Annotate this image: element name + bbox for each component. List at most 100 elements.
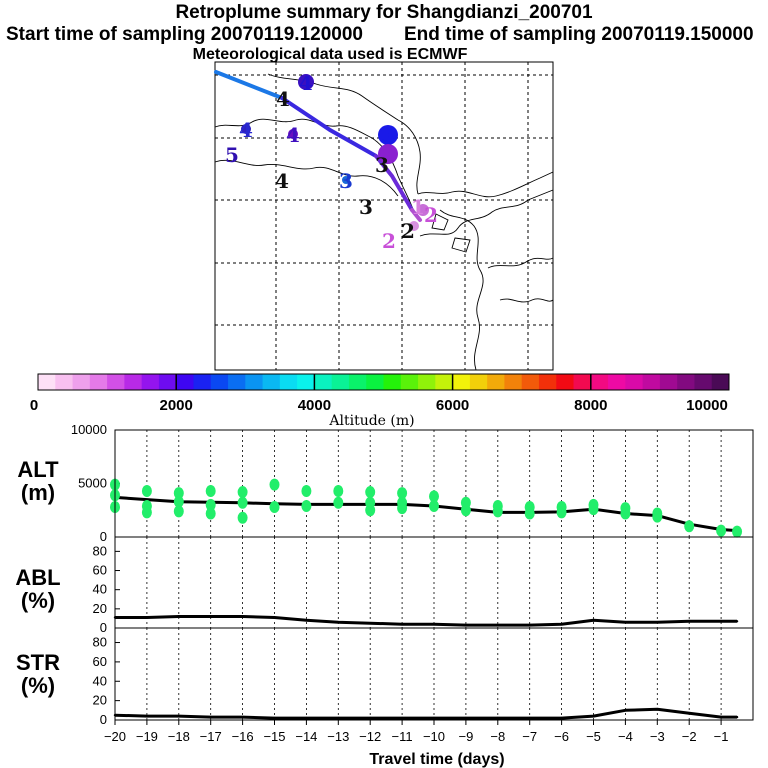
abl-series-point-3 <box>177 615 180 618</box>
x-tick-label: −13 <box>327 729 349 744</box>
str-panel-unit: (%) <box>21 673 55 698</box>
abl-series-point-19 <box>688 620 691 623</box>
colorbar-swatch-24 <box>435 374 454 390</box>
x-tick-label: −20 <box>104 729 126 744</box>
abl-ytick-label: 80 <box>93 543 107 558</box>
alt-spread-point-11 <box>205 507 216 520</box>
alt-spread-point-28 <box>429 499 439 512</box>
altitude-colorbar: 0 2000 4000 6000 8000 10000 <box>30 373 730 414</box>
str-series-point-11 <box>432 716 436 720</box>
map-label-1: 4 <box>299 71 313 95</box>
abl-series-point-20 <box>719 620 723 623</box>
marker-day-2-a <box>409 221 419 231</box>
map-label-4: 4 <box>286 123 300 147</box>
colorbar-swatch-36 <box>642 374 661 390</box>
trajectory-segment-3 <box>374 154 414 212</box>
alt-spread-point-41 <box>620 502 631 515</box>
x-tick-label: −18 <box>168 729 190 744</box>
str-ytick-label: 80 <box>93 635 107 650</box>
marker-day-4-a <box>298 74 314 90</box>
alt-spread-point-20 <box>333 496 344 509</box>
alt-spread-point-31 <box>460 496 471 509</box>
alt-panel-unit: (m) <box>21 480 55 505</box>
alt-ytick-label: 0 <box>100 529 107 544</box>
map-panel: 4 4 4 4 5 4 3 3 3 3 3 2 2 2 1 <box>214 61 554 371</box>
colorbar-swatch-32 <box>573 374 592 390</box>
str-series-point-8 <box>337 716 340 720</box>
abl-series-point-10 <box>400 622 404 626</box>
colorbar-swatch-1 <box>38 374 56 390</box>
chart-title: Retroplume summary for Shangdianzi_20070… <box>175 2 593 23</box>
x-tick-label: −6 <box>554 729 569 744</box>
str-series-point-18 <box>656 708 659 711</box>
colorbar-swatch-26 <box>469 374 488 390</box>
colorbar-swatch-2 <box>55 374 74 390</box>
map-label-6: 4 <box>275 169 289 193</box>
x-tick-label: −2 <box>682 729 697 744</box>
alt-spread-point-6 <box>141 484 152 497</box>
colorbar-tick-label: 6000 <box>436 397 469 414</box>
abl-series-point-6 <box>273 616 276 619</box>
abl-series-point-14 <box>528 623 531 627</box>
colorbar-swatch-25 <box>452 374 471 390</box>
str-series-point-5 <box>241 715 244 719</box>
abl-series-point-9 <box>369 622 372 625</box>
abl-series-point-17 <box>624 621 627 624</box>
colorbar-swatch-9 <box>176 374 194 390</box>
map-label-5: 5 <box>225 143 239 167</box>
alt-ytick-label: 10000 <box>71 422 107 437</box>
colorbar-tick-label: 8000 <box>574 397 607 414</box>
colorbar-swatch-3 <box>72 374 91 390</box>
x-tick-label: −1 <box>714 729 729 744</box>
map-label-14: 2 <box>382 229 396 253</box>
colorbar-swatch-21 <box>383 374 402 390</box>
alt-spread-point-39 <box>588 498 599 511</box>
x-tick-label: −19 <box>136 729 158 744</box>
trajectory-segment-2 <box>280 96 378 158</box>
alt-spread-point-33 <box>492 499 503 512</box>
map-label-3: 4 <box>239 118 253 142</box>
alt-spread-point-10 <box>205 498 216 511</box>
str-ytick-label: 20 <box>93 693 107 708</box>
x-tick-label: −15 <box>263 729 285 744</box>
colorbar-swatch-27 <box>487 374 505 390</box>
colorbar-swatch-33 <box>590 374 609 390</box>
str-ytick-label: 60 <box>93 654 107 669</box>
colorbar-swatch-20 <box>366 374 384 390</box>
colorbar-swatch-23 <box>418 374 436 390</box>
alt-spread-point-7 <box>173 495 184 508</box>
abl-series-point-18 <box>656 621 659 624</box>
colorbar-swatch-17 <box>314 374 333 390</box>
map-day-labels: 4 4 4 4 5 4 3 3 3 3 3 2 2 2 1 <box>225 71 438 253</box>
alt-spread-point-5 <box>141 506 152 519</box>
map-label-2: 4 <box>276 87 290 111</box>
alt-spread-point-19 <box>301 484 312 497</box>
marker-day-1-a <box>417 204 429 216</box>
abl-series-point-15 <box>560 622 563 626</box>
abl-series-point-7 <box>305 619 308 622</box>
colorbar-swatch-4 <box>89 374 108 390</box>
x-tick-label: −11 <box>392 729 413 744</box>
str-series-point-21 <box>735 715 739 719</box>
alt-spread-point-16 <box>269 501 280 514</box>
str-series-point-16 <box>592 714 595 718</box>
str-series-point-19 <box>688 712 691 715</box>
end-time-label: End time of sampling 20070119.150000 <box>404 24 754 45</box>
colorbar-frame <box>37 373 730 391</box>
trajectory-line <box>214 70 422 222</box>
x-tick-label: −10 <box>423 729 445 744</box>
abl-panel-unit: (%) <box>21 588 55 613</box>
colorbar-swatch-40 <box>711 374 730 390</box>
x-tick-label: −4 <box>618 729 633 744</box>
colorbar-swatch-22 <box>400 374 419 390</box>
alt-ytick-label: 5000 <box>78 476 107 491</box>
marker-day-3-a <box>378 125 398 145</box>
abl-series-point-16 <box>592 619 595 622</box>
colorbar-swatch-7 <box>141 374 160 390</box>
colorbar-swatch-8 <box>158 374 177 390</box>
alt-spread-point-9 <box>173 487 184 500</box>
str-series-point-7 <box>305 716 308 720</box>
alt-panel: 0 5000 10000 <box>71 422 754 544</box>
